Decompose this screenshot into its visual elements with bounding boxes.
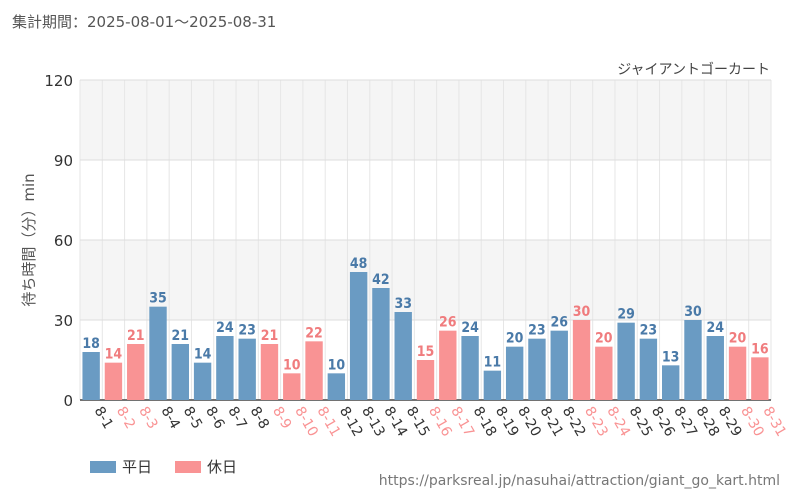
value-label: 23 [238, 323, 256, 339]
chart-title: ジャイアントゴーカート [617, 61, 770, 78]
value-label: 14 [194, 347, 212, 363]
bar-8-5 [171, 344, 189, 400]
bar-8-23 [572, 320, 591, 400]
x-tick-label: 8-9 [269, 404, 294, 432]
bar-8-17 [439, 330, 457, 400]
bar-8-11 [305, 341, 323, 400]
bar-8-16 [416, 360, 435, 400]
value-label: 24 [707, 320, 725, 336]
bar-8-26 [639, 338, 658, 400]
value-label: 22 [305, 325, 323, 341]
bar-8-22 [550, 330, 568, 400]
value-label: 30 [573, 304, 591, 320]
value-label: 21 [261, 328, 279, 344]
value-label: 24 [461, 320, 479, 336]
value-label: 15 [417, 344, 435, 360]
bar-8-31 [751, 357, 769, 400]
bar-8-8 [238, 338, 256, 400]
value-label: 16 [751, 341, 769, 357]
plot-band [80, 80, 771, 160]
bar-8-24 [595, 346, 613, 400]
bar-8-4 [149, 306, 167, 400]
bar-8-21 [528, 338, 546, 400]
bar-8-10 [283, 373, 301, 400]
x-tick-label: 8-3 [135, 404, 160, 432]
source-url: https://parksreal.jp/nasuhai/attraction/… [378, 473, 780, 489]
legend-label-holiday: 休日 [207, 458, 238, 476]
bar-8-30 [728, 346, 747, 400]
y-axis-label: 待ち時間（分）min [20, 173, 38, 306]
legend-swatch-holiday [175, 460, 201, 473]
bar-8-13 [349, 272, 368, 400]
legend-label-weekday: 平日 [122, 458, 153, 476]
period-label: 集計期間：2025-08-01～2025-08-31 [12, 13, 277, 31]
value-label: 23 [528, 323, 546, 339]
plot-band [80, 160, 771, 240]
plot-band [80, 240, 771, 320]
value-label: 20 [729, 331, 747, 347]
value-label: 20 [506, 331, 524, 347]
legend-item-weekday: 平日 [90, 456, 152, 477]
bar-8-12 [327, 373, 346, 400]
bar-8-7 [216, 336, 234, 400]
bar-8-6 [193, 362, 212, 400]
value-label: 10 [283, 357, 301, 373]
value-label: 33 [394, 296, 412, 312]
bar-8-1 [82, 352, 100, 400]
x-tick-label: 8-31 [759, 404, 789, 440]
y-tick-label: 30 [54, 312, 73, 330]
x-tick-label: 8-1 [91, 404, 116, 432]
value-label: 30 [684, 304, 702, 320]
value-label: 21 [172, 328, 190, 344]
value-label: 18 [82, 336, 100, 352]
bar-8-3 [127, 344, 145, 400]
value-label: 42 [372, 272, 390, 288]
x-tick-label: 8-7 [224, 404, 249, 432]
value-label: 35 [149, 291, 167, 307]
value-label: 21 [127, 328, 145, 344]
y-tick-label: 90 [54, 152, 73, 170]
bar-8-20 [505, 346, 524, 400]
bar-8-18 [461, 336, 479, 400]
legend-item-holiday: 休日 [175, 456, 237, 477]
value-label: 20 [595, 331, 613, 347]
value-label: 24 [216, 320, 234, 336]
value-label: 14 [105, 347, 123, 363]
x-tick-label: 8-4 [158, 404, 183, 432]
y-tick-label: 120 [44, 72, 73, 90]
value-label: 13 [662, 349, 680, 365]
x-tick-label: 8-8 [247, 404, 272, 432]
value-label: 48 [350, 256, 368, 272]
value-label: 26 [550, 315, 568, 331]
x-tick-label: 8-6 [202, 404, 227, 432]
x-tick-label: 8-2 [113, 404, 138, 432]
bar-8-15 [394, 312, 412, 400]
bar-8-14 [372, 288, 390, 400]
legend-swatch-weekday [90, 460, 116, 473]
value-label: 29 [617, 307, 635, 323]
y-tick-label: 0 [63, 392, 73, 410]
value-label: 11 [484, 355, 502, 371]
value-label: 23 [640, 323, 658, 339]
y-tick-label: 60 [54, 232, 73, 250]
bar-8-27 [662, 365, 680, 400]
x-tick-label: 8-5 [180, 404, 205, 432]
bar-8-29 [706, 336, 724, 400]
bar-8-25 [617, 322, 635, 400]
bar-8-9 [260, 344, 279, 400]
bar-8-19 [483, 370, 502, 400]
value-label: 26 [439, 315, 457, 331]
bar-8-2 [104, 362, 123, 400]
value-label: 10 [328, 357, 346, 373]
bar-8-28 [684, 320, 702, 400]
